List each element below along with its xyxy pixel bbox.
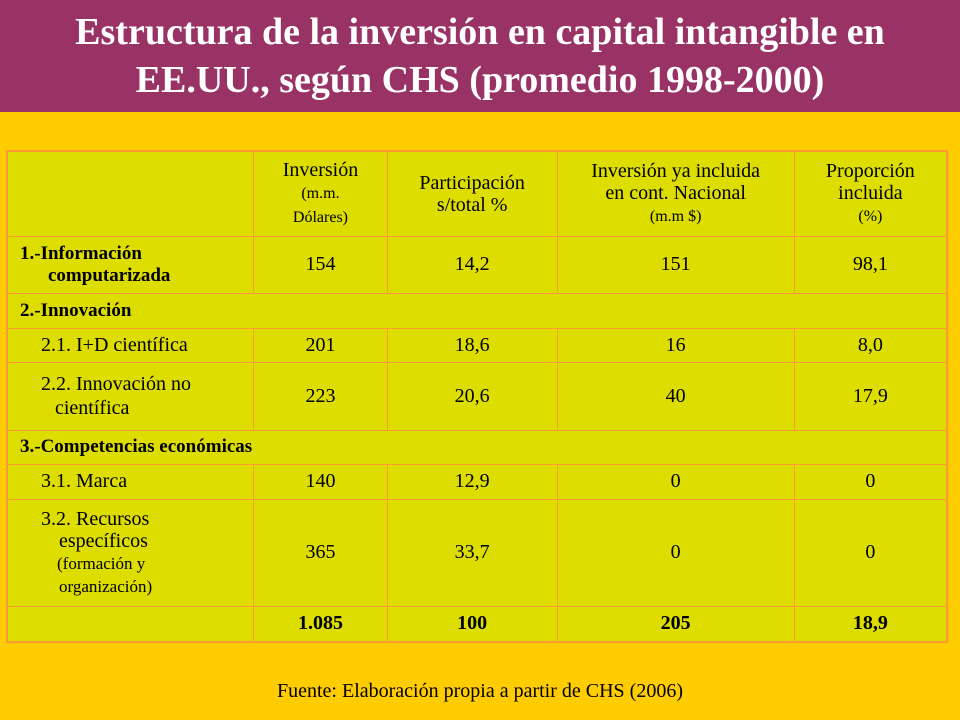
row-label-line: científica xyxy=(55,397,130,419)
header-participacion-label-2: s/total % xyxy=(436,193,508,216)
table-row: 1.-Información computarizada 154 14,2 15… xyxy=(6,235,948,294)
total-inversion: 1.085 xyxy=(253,605,388,643)
cell-participacion: 20,6 xyxy=(386,361,558,431)
header-incluida-unit: (m.m $) xyxy=(649,207,702,225)
title-line-1: Estructura de la inversión en capital in… xyxy=(75,11,885,53)
slide-title: Estructura de la inversión en capital in… xyxy=(75,8,885,104)
header-inversion-incluida: Inversión ya incluida en cont. Nacional … xyxy=(556,150,795,237)
cell-inversion: 154 xyxy=(253,235,388,294)
cell-proporcion: 0 xyxy=(793,498,948,607)
cell-incluida: 40 xyxy=(556,361,795,431)
cell-inversion: 223 xyxy=(253,361,388,431)
section-row: 3.-Competencias económicas xyxy=(6,429,948,465)
cell-inversion: 140 xyxy=(253,463,388,500)
header-empty-cell xyxy=(6,150,255,237)
cell-inversion: 365 xyxy=(253,498,388,607)
header-inversion-unit-1: (m.m. xyxy=(301,184,340,202)
row-label-line: computarizada xyxy=(48,264,171,286)
row-label-line: 2.2. Innovación no xyxy=(41,373,191,395)
header-proporcion-unit: (%) xyxy=(858,207,883,225)
row-label: 3.1. Marca xyxy=(6,463,255,500)
header-proporcion: Proporción incluida (%) xyxy=(793,150,948,237)
header-incluida-label-2: en cont. Nacional xyxy=(605,181,746,204)
row-label-line: organización) xyxy=(59,576,153,596)
data-table: Inversión (m.m. Dólares) Participación s… xyxy=(6,150,948,643)
row-label: 2.1. I+D científica xyxy=(6,327,255,363)
header-participacion: Participación s/total % xyxy=(386,150,558,237)
cell-incluida: 0 xyxy=(556,463,795,500)
cell-proporcion: 0 xyxy=(793,463,948,500)
total-incluida: 205 xyxy=(556,605,795,643)
cell-proporcion: 8,0 xyxy=(793,327,948,363)
cell-inversion: 201 xyxy=(253,327,388,363)
header-proporcion-label-2: incluida xyxy=(838,181,903,204)
header-inversion: Inversión (m.m. Dólares) xyxy=(253,150,388,237)
section-label: 2.-Innovación xyxy=(6,292,948,329)
header-inversion-unit-2: Dólares) xyxy=(292,208,348,226)
cell-proporcion: 98,1 xyxy=(793,235,948,294)
cell-participacion: 14,2 xyxy=(386,235,558,294)
row-label-line: específicos xyxy=(59,529,148,552)
header-row: Inversión (m.m. Dólares) Participación s… xyxy=(6,150,948,237)
row-label-line: 3.2. Recursos xyxy=(41,507,150,530)
row-label-line: (formación y xyxy=(57,553,146,573)
title-bar: Estructura de la inversión en capital in… xyxy=(0,0,960,112)
section-label: 3.-Competencias económicas xyxy=(6,429,948,465)
source-note: Fuente: Elaboración propia a partir de C… xyxy=(277,680,683,702)
table-row: 3.2. Recursos específicos (formación y o… xyxy=(6,498,948,607)
total-row: 1.085 100 205 18,9 xyxy=(6,605,948,643)
cell-participacion: 12,9 xyxy=(386,463,558,500)
cell-incluida: 151 xyxy=(556,235,795,294)
total-participacion: 100 xyxy=(386,605,558,643)
cell-participacion: 33,7 xyxy=(386,498,558,607)
total-proporcion: 18,9 xyxy=(793,605,948,643)
row-label-line: 1.-Información xyxy=(20,242,142,264)
row-label: 1.-Información computarizada xyxy=(6,235,255,294)
table-row: 3.1. Marca 140 12,9 0 0 xyxy=(6,463,948,500)
table-row: 2.2. Innovación no científica 223 20,6 4… xyxy=(6,361,948,431)
header-incluida-label-1: Inversión ya incluida xyxy=(591,159,761,182)
cell-proporcion: 17,9 xyxy=(793,361,948,431)
table-row: 2.1. I+D científica 201 18,6 16 8,0 xyxy=(6,327,948,363)
header-participacion-label-1: Participación xyxy=(419,171,525,194)
header-proporcion-label-1: Proporción xyxy=(825,159,915,182)
cell-participacion: 18,6 xyxy=(386,327,558,363)
section-row: 2.-Innovación xyxy=(6,292,948,329)
cell-incluida: 0 xyxy=(556,498,795,607)
header-inversion-label: Inversión xyxy=(282,158,359,181)
cell-incluida: 16 xyxy=(556,327,795,363)
row-label: 2.2. Innovación no científica xyxy=(6,361,255,431)
total-label-cell xyxy=(6,605,255,643)
row-label: 3.2. Recursos específicos (formación y o… xyxy=(6,498,255,607)
title-line-2: EE.UU., según CHS (promedio 1998-2000) xyxy=(135,59,825,101)
